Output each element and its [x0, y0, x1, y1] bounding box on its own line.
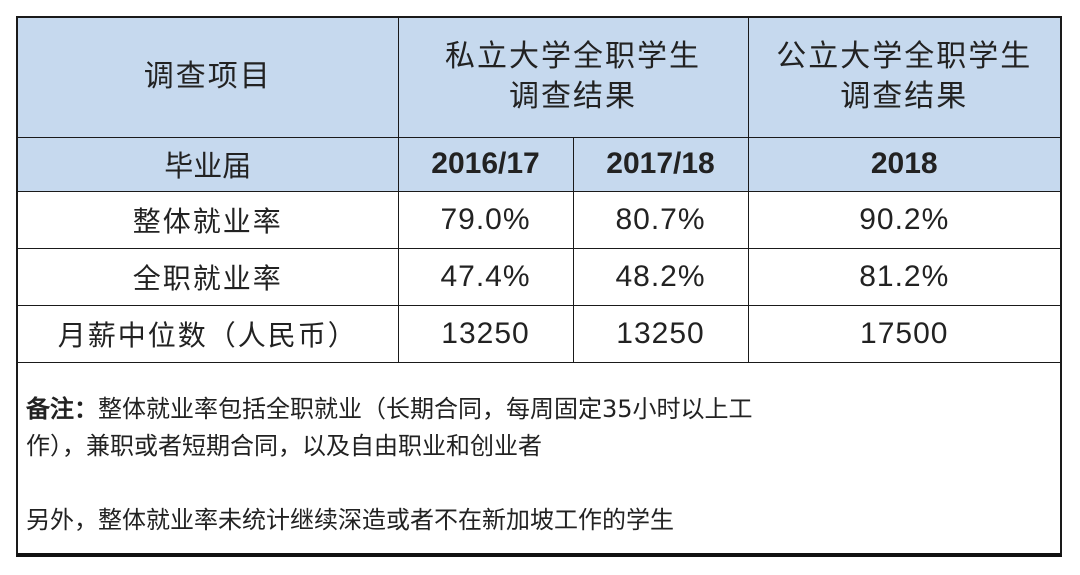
note-line-3: 另外，整体就业率未统计继续深造或者不在新加坡工作的学生 — [26, 505, 674, 534]
employment-survey-table-container: 调查项目 私立大学全职学生 调查结果 公立大学全职学生 调查结果 毕业届 201… — [16, 16, 1062, 557]
row-label: 全职就业率 — [18, 247, 399, 306]
value-cell: 13250 — [397, 304, 574, 363]
note-line-2: 作），兼职或者短期合同，以及自由职业和创业者 — [26, 431, 542, 460]
value-cell: 80.7% — [572, 190, 749, 249]
table-row: 全职就业率 47.4% 48.2% 81.2% — [18, 247, 1060, 306]
row-label: 月薪中位数（人民币） — [18, 304, 399, 363]
header-row: 调查项目 私立大学全职学生 调查结果 公立大学全职学生 调查结果 — [18, 18, 1060, 138]
employment-survey-table: 调查项目 私立大学全职学生 调查结果 公立大学全职学生 调查结果 毕业届 201… — [18, 18, 1060, 363]
value-cell: 13250 — [572, 304, 749, 363]
value-cell: 17500 — [747, 304, 1060, 363]
value-cell: 79.0% — [397, 190, 574, 249]
value-cell: 48.2% — [572, 247, 749, 306]
header-private-university: 私立大学全职学生 调查结果 — [397, 18, 749, 138]
year-cell: 2018 — [747, 136, 1060, 192]
graduation-year-row: 毕业届 2016/17 2017/18 2018 — [18, 136, 1060, 192]
header-public-university: 公立大学全职学生 调查结果 — [747, 18, 1060, 138]
notes-section: 备注：整体就业率包括全职就业（长期合同，每周固定35小时以上工 作），兼职或者短… — [18, 363, 1060, 539]
note-prefix: 备注： — [26, 394, 98, 423]
graduation-year-label: 毕业届 — [18, 136, 399, 192]
year-cell: 2016/17 — [397, 136, 574, 192]
value-cell: 81.2% — [747, 247, 1060, 306]
value-cell: 90.2% — [747, 190, 1060, 249]
row-label: 整体就业率 — [18, 190, 399, 249]
table-row: 月薪中位数（人民币） 13250 13250 17500 — [18, 304, 1060, 363]
value-cell: 47.4% — [397, 247, 574, 306]
note-line-1: 备注：整体就业率包括全职就业（长期合同，每周固定35小时以上工 — [26, 394, 753, 423]
table-row: 整体就业率 79.0% 80.7% 90.2% — [18, 190, 1060, 249]
header-survey-item: 调查项目 — [18, 18, 399, 138]
year-cell: 2017/18 — [572, 136, 749, 192]
